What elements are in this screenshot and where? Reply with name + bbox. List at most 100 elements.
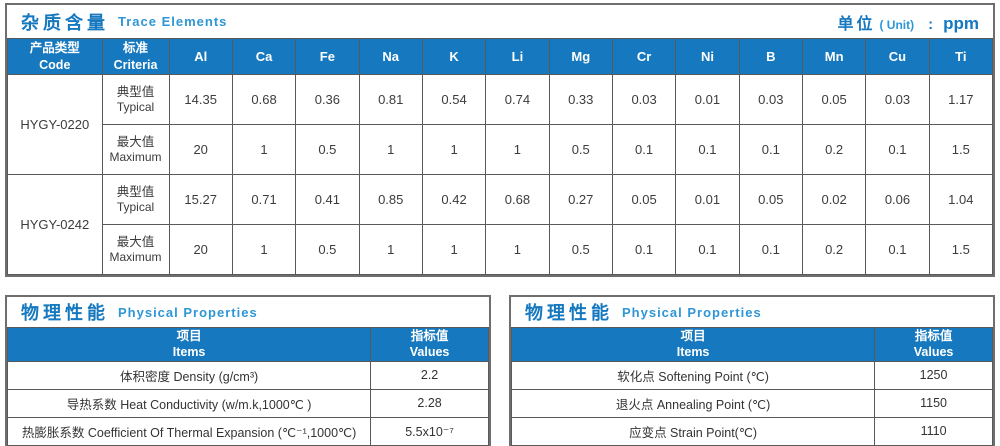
trace-title-cn: 杂质含量 [21, 12, 109, 33]
value-cell: 0.1 [675, 124, 740, 175]
value-cell: 0.05 [738, 174, 803, 225]
col-header-criteria-en: Criteria [113, 57, 158, 72]
value-cell: 1150 [874, 388, 993, 418]
item-cell: 应变点 Strain Point(℃) [510, 416, 876, 446]
value-cell: 14.35 [168, 74, 233, 125]
col-header-items: 项目 Items [6, 327, 372, 362]
col-header-items-en: Items [676, 345, 710, 360]
col-header-code-en: Code [39, 57, 71, 72]
value-cell: 0.42 [421, 174, 487, 225]
criteria-cell: 典型值 Typical [101, 74, 170, 125]
unit-label-en: ( Unit) [879, 17, 915, 32]
col-header-values-en: Values [913, 345, 954, 360]
value-cell: 1.17 [928, 74, 994, 125]
criteria-cell: 最大值 Maximum [101, 124, 170, 175]
item-cell: 软化点 Softening Point (℃) [510, 360, 876, 390]
value-cell: 1 [231, 124, 297, 175]
col-header-element-b: B [738, 38, 803, 75]
value-cell: 1.5 [928, 224, 994, 275]
value-cell: 1 [358, 124, 423, 175]
col-header-values-cn: 指标值 [410, 329, 449, 343]
table-row-softening-point: 软化点 Softening Point (℃) 1250 [510, 360, 993, 390]
col-header-element-li: Li [485, 38, 550, 75]
physical-right-header-row: 项目 Items 指标值 Values [510, 327, 993, 362]
criteria-cn: 最大值 [116, 134, 155, 149]
criteria-en: Maximum [109, 249, 162, 264]
col-header-items-cn: 项目 [680, 329, 706, 343]
value-cell: 0.1 [675, 224, 740, 275]
value-cell: 0.5 [548, 124, 613, 175]
table-row-hygy0242-maximum: 最大值 Maximum 20 1 0.5 1 1 1 0.5 0.1 0.1 0… [8, 224, 994, 275]
value-cell: 0.03 [738, 74, 803, 125]
col-header-element-mn: Mn [801, 38, 867, 75]
physical-properties-right-table: 项目 Items 指标值 Values 软化点 Softening Point … [510, 327, 993, 446]
unit-indicator: 单位 ( Unit) : ppm [837, 10, 979, 34]
col-header-element-ti: Ti [928, 38, 994, 75]
col-header-items-cn: 项目 [176, 329, 202, 343]
value-cell: 0.1 [738, 224, 803, 275]
value-cell: 0.1 [865, 124, 930, 175]
value-cell: 2.2 [370, 360, 489, 390]
value-cell: 0.41 [295, 174, 360, 225]
physical-properties-row: 物理性能 Physical Properties 项目 Items 指标值 Va… [5, 295, 995, 446]
item-cell: 退火点 Annealing Point (℃) [510, 388, 876, 418]
product-code-cell: HYGY-0220 [7, 74, 103, 175]
physical-left-title-cn: 物理性能 [21, 303, 109, 323]
physical-right-title-en: Physical Properties [622, 304, 762, 320]
criteria-cell: 典型值 Typical [101, 174, 170, 225]
col-header-element-fe: Fe [295, 38, 360, 75]
col-header-element-mg: Mg [548, 38, 613, 75]
item-cell: 热膨胀系数 Coefficient Of Thermal Expansion (… [6, 416, 372, 446]
col-header-element-ca: Ca [231, 38, 297, 75]
table-row-hygy0242-typical: HYGY-0242 典型值 Typical 15.27 0.71 0.41 0.… [7, 174, 994, 275]
table-row-density: 体积密度 Density (g/cm³) 2.2 [6, 360, 489, 390]
value-cell: 0.33 [548, 74, 613, 125]
value-cell: 1 [421, 124, 487, 175]
value-cell: 0.05 [611, 174, 677, 225]
value-cell: 0.1 [738, 124, 803, 175]
table-row-hygy0220-maximum: 最大值 Maximum 20 1 0.5 1 1 1 0.5 0.1 0.1 0… [8, 124, 994, 175]
physical-right-section-header: 物理性能 Physical Properties [511, 297, 993, 327]
col-header-element-k: K [421, 38, 487, 75]
col-header-element-cr: Cr [611, 38, 677, 75]
physical-left-header-row: 项目 Items 指标值 Values [6, 327, 489, 362]
value-cell: 1.04 [928, 174, 994, 225]
value-cell: 0.54 [421, 74, 487, 125]
table-row-annealing-point: 退火点 Annealing Point (℃) 1150 [510, 388, 993, 418]
value-cell: 0.01 [675, 74, 740, 125]
value-cell: 0.68 [231, 74, 297, 125]
value-cell: 0.27 [548, 174, 613, 225]
item-cell: 体积密度 Density (g/cm³) [6, 360, 372, 390]
col-header-values-en: Values [409, 345, 450, 360]
trace-header-row: 产品类型 Code 标准 Criteria Al Ca Fe Na K Li M… [7, 38, 994, 75]
col-header-values: 指标值 Values [370, 327, 489, 362]
criteria-en: Maximum [109, 149, 162, 164]
physical-left-section-header: 物理性能 Physical Properties [7, 297, 489, 327]
value-cell: 0.5 [548, 224, 613, 275]
col-header-element-cu: Cu [865, 38, 930, 75]
value-cell: 0.2 [801, 224, 867, 275]
value-cell: 0.5 [295, 124, 360, 175]
criteria-cn: 典型值 [116, 184, 155, 199]
unit-colon: : [928, 15, 934, 33]
col-header-values-cn: 指标值 [914, 329, 953, 343]
value-cell: 1250 [874, 360, 993, 390]
value-cell: 1 [231, 224, 297, 275]
value-cell: 0.03 [611, 74, 677, 125]
value-cell: 0.06 [865, 174, 930, 225]
col-header-items: 项目 Items [510, 327, 876, 362]
value-cell: 5.5x10⁻⁷ [370, 416, 489, 446]
table-row-hygy0220-typical: HYGY-0220 典型值 Typical 14.35 0.68 0.36 0.… [7, 74, 994, 175]
product-code-cell: HYGY-0242 [7, 174, 103, 275]
value-cell: 1 [358, 224, 423, 275]
col-header-values: 指标值 Values [874, 327, 993, 362]
criteria-en: Typical [116, 99, 155, 114]
physical-properties-left-table: 项目 Items 指标值 Values 体积密度 Density (g/cm³)… [6, 327, 489, 446]
value-cell: 0.74 [485, 74, 550, 125]
value-cell: 20 [168, 224, 233, 275]
value-cell: 0.68 [485, 174, 550, 225]
value-cell: 1.5 [928, 124, 994, 175]
col-header-element-al: Al [168, 38, 233, 75]
physical-properties-left-panel: 物理性能 Physical Properties 项目 Items 指标值 Va… [5, 295, 491, 446]
criteria-cell: 最大值 Maximum [101, 224, 170, 275]
